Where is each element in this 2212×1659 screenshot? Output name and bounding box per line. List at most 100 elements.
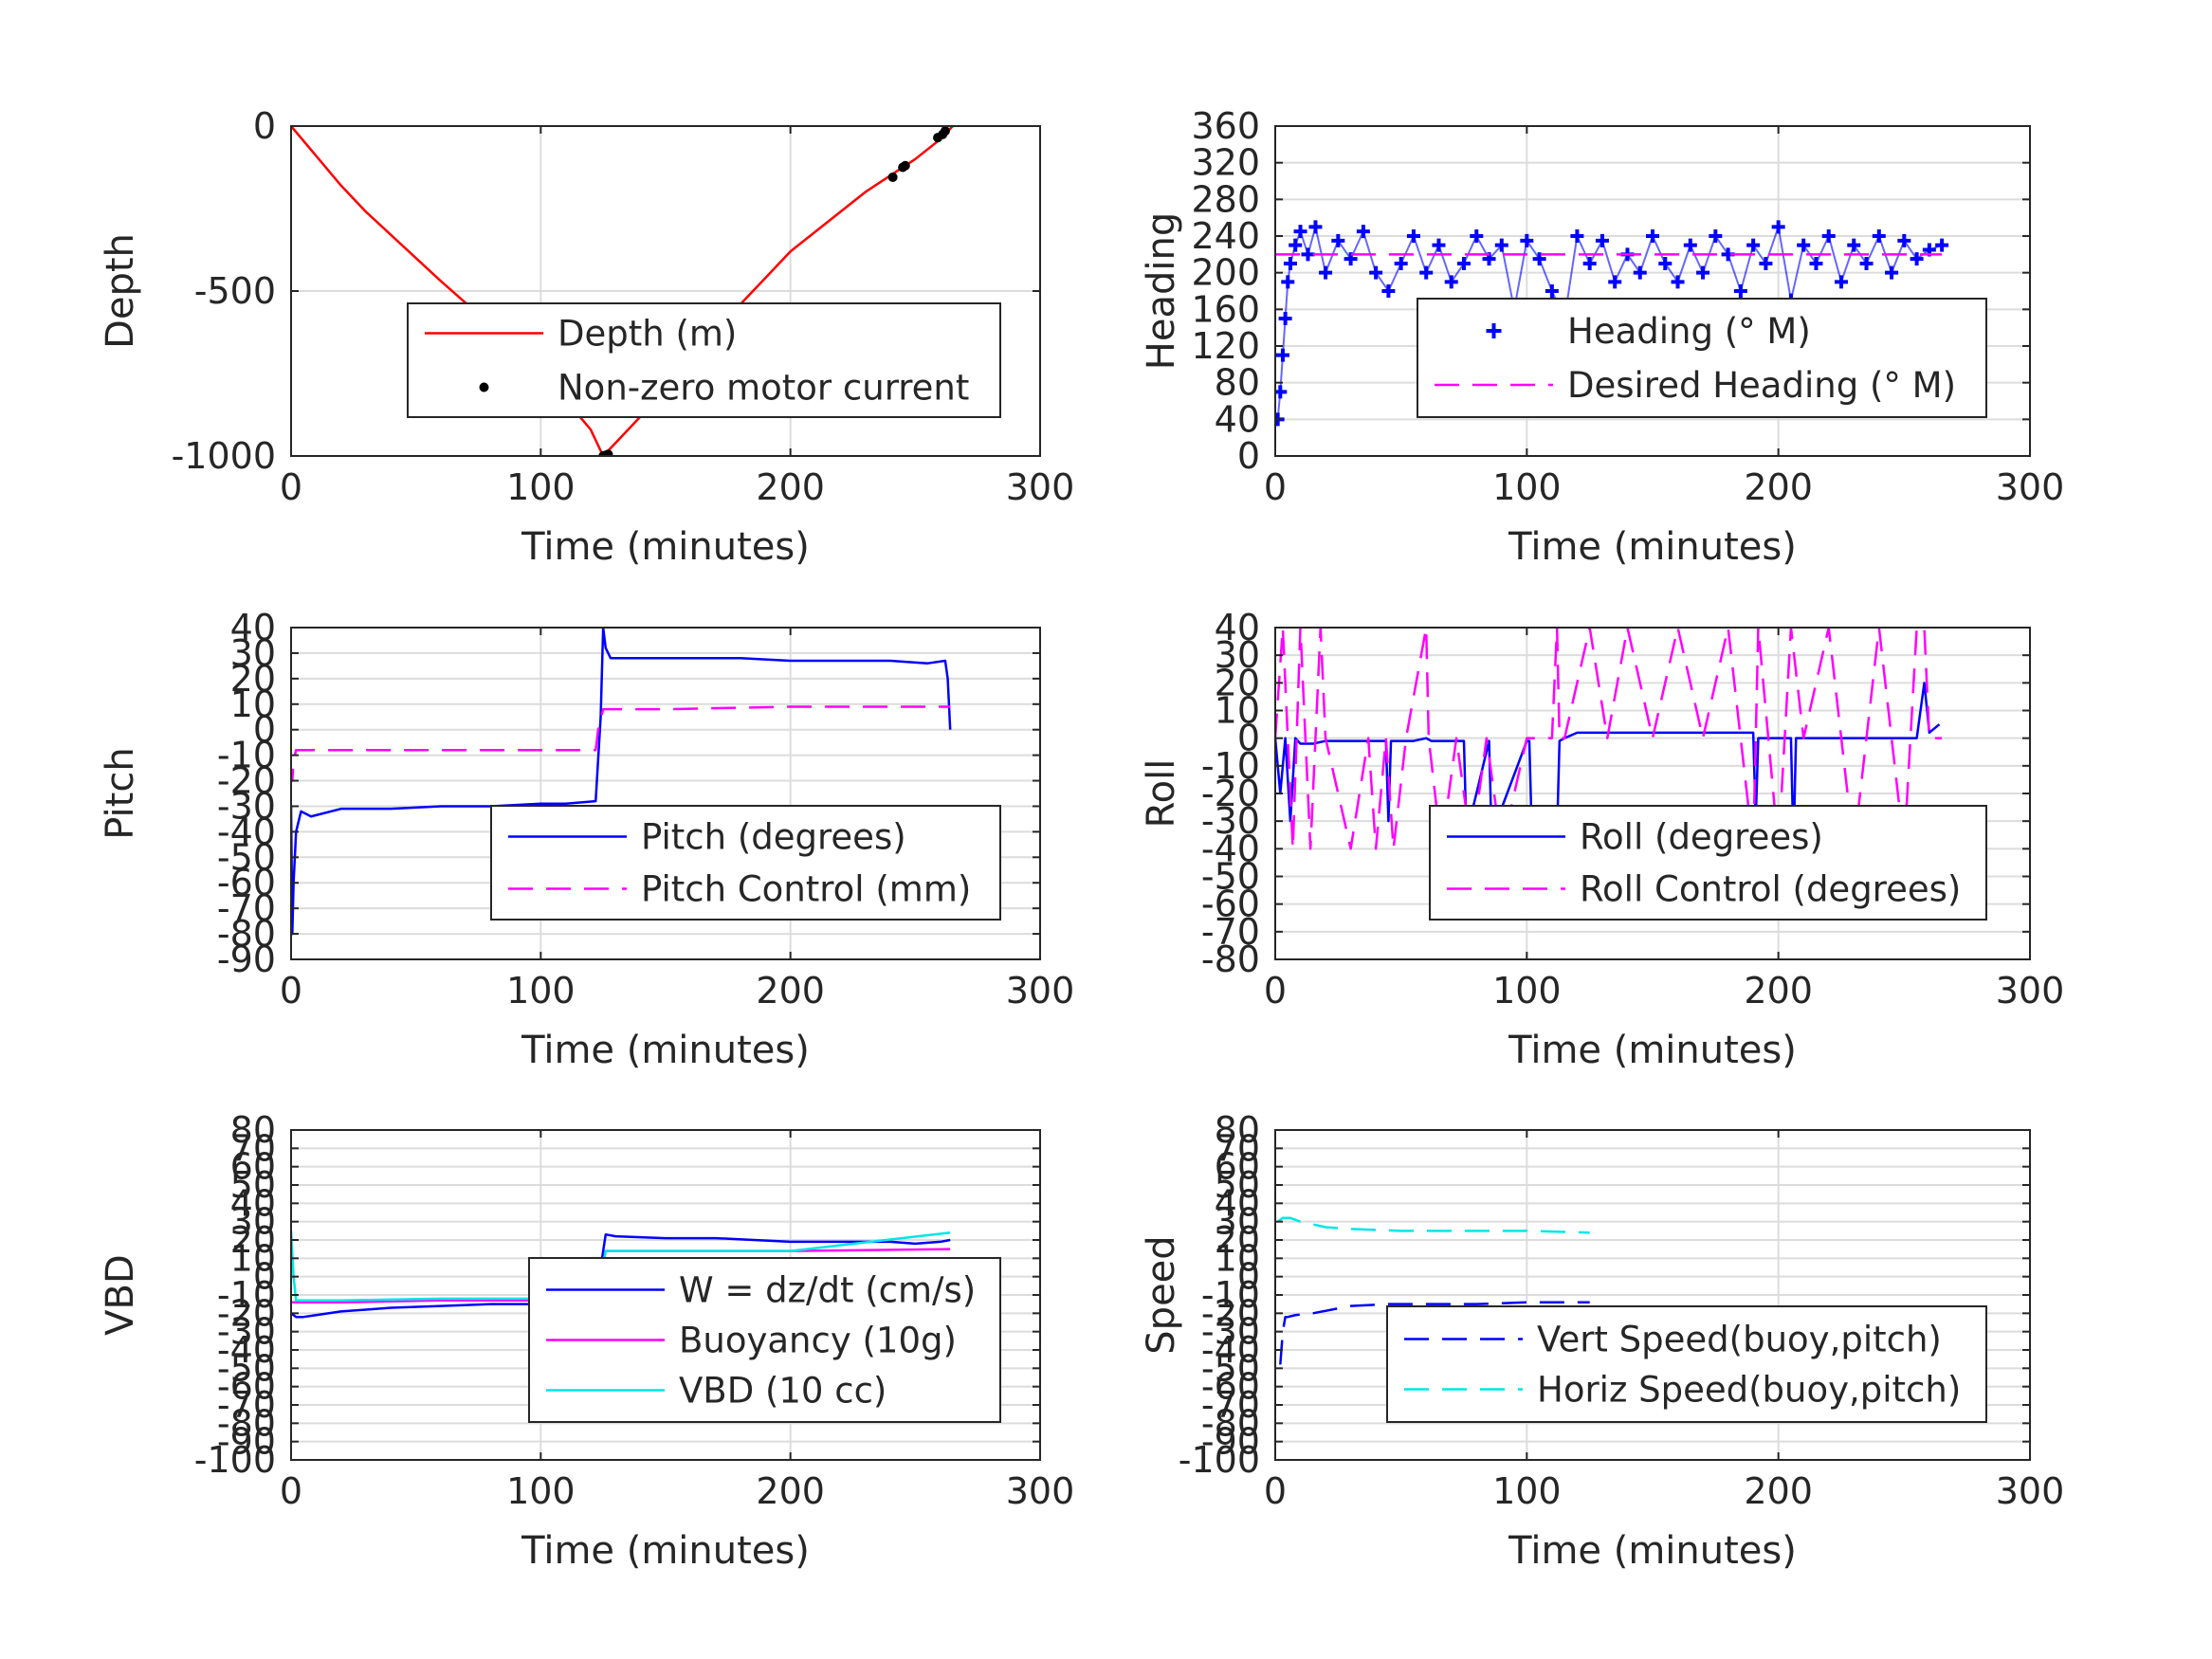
x-axis-label: Time (minutes) xyxy=(1508,525,1797,569)
x-tick-label: 300 xyxy=(1996,1470,2065,1512)
data-point xyxy=(1646,229,1659,243)
series-line xyxy=(1279,1301,1590,1365)
y-tick-label: 120 xyxy=(1191,325,1260,367)
series-1 xyxy=(291,628,952,936)
legend: Depth (m) Non-zero motor current xyxy=(407,302,1001,418)
legend-box xyxy=(1417,298,1987,418)
series-line xyxy=(291,705,951,782)
y-axis-label: Speed xyxy=(1140,1235,1183,1354)
series-line xyxy=(1276,1216,1590,1234)
data-point xyxy=(1872,229,1886,243)
y-tick-label: -30 xyxy=(1201,800,1260,842)
data-point xyxy=(1545,284,1559,298)
data-point xyxy=(1809,257,1823,270)
y-tick-label: 40 xyxy=(1215,398,1260,440)
y-tick-label: -100 xyxy=(1179,1439,1260,1481)
subplot-6: 0 100 200 300-100-90-80-70-60-50-40-30-20-1… xyxy=(1140,1109,2064,1573)
y-axis-label: Pitch xyxy=(99,747,142,839)
x-axis-label: Time (minutes) xyxy=(521,525,810,569)
subplot-2: 0 100 200 30004080120160200240280320360Time… xyxy=(1140,105,2064,569)
legend-label: Horiz Speed(buoy,pitch) xyxy=(1537,1370,1961,1411)
legend-marker xyxy=(479,382,489,392)
y-tick-label: 0 xyxy=(253,709,276,751)
data-point xyxy=(1293,225,1307,239)
x-tick-label: 200 xyxy=(1744,1470,1813,1512)
legend-label: VBD (10 cc) xyxy=(679,1371,887,1412)
series-2 xyxy=(598,126,950,456)
axes-frame xyxy=(1274,125,2031,457)
data-point xyxy=(1319,265,1333,280)
x-tick-label: 100 xyxy=(506,1470,576,1512)
y-tick-label: 0 xyxy=(1237,435,1260,477)
y-tick-label: 30 xyxy=(1215,634,1260,676)
y-tick-label: 40 xyxy=(1215,607,1260,648)
data-point xyxy=(1494,238,1508,252)
x-tick-label: 0 xyxy=(280,466,302,508)
y-tick-label: -10 xyxy=(217,1274,276,1316)
y-tick-label: -100 xyxy=(194,1439,276,1481)
x-tick-label: 0 xyxy=(1264,970,1287,1012)
y-tick-label: -80 xyxy=(217,913,276,955)
y-tick-label: 60 xyxy=(1215,1146,1260,1188)
legend-label: Pitch (degrees) xyxy=(641,817,906,858)
x-tick-label: 200 xyxy=(1744,970,1813,1012)
x-tick-label: 200 xyxy=(756,970,825,1012)
y-tick-label: 40 xyxy=(230,607,276,648)
x-axis-label: Time (minutes) xyxy=(1508,1529,1797,1573)
legend-label: Heading (° M) xyxy=(1567,311,1811,352)
y-tick-label: -70 xyxy=(217,887,276,929)
data-point xyxy=(1570,229,1584,243)
x-axis-label: Time (minutes) xyxy=(1508,1029,1797,1072)
legend: Vert Speed(buoy,pitch) Horiz Speed(buoy,p… xyxy=(1386,1305,1987,1423)
legend-box xyxy=(490,805,1001,921)
y-tick-label: -20 xyxy=(1201,1292,1260,1334)
data-point xyxy=(1301,247,1315,262)
y-axis-label: Roll xyxy=(1140,759,1183,829)
data-point xyxy=(1331,233,1345,247)
y-tick-label: 60 xyxy=(230,1146,276,1188)
plot-area xyxy=(1275,220,1949,427)
data-point xyxy=(1308,220,1323,234)
plot-area xyxy=(1276,1216,1590,1365)
y-tick-label: -20 xyxy=(217,760,276,802)
series-line xyxy=(1276,227,1943,420)
series-1 xyxy=(1279,1301,1590,1365)
data-point xyxy=(940,126,950,137)
x-tick-label: 300 xyxy=(1006,466,1075,508)
data-point xyxy=(1444,275,1458,289)
y-tick-label: -50 xyxy=(217,836,276,878)
legend-label: Non-zero motor current xyxy=(558,368,969,409)
data-point xyxy=(1847,238,1861,252)
y-tick-label: 40 xyxy=(230,1182,276,1224)
data-point xyxy=(1885,265,1899,280)
legend-label: Vert Speed(buoy,pitch) xyxy=(1537,1320,1942,1360)
data-point xyxy=(1608,275,1622,289)
legend-label: Depth (m) xyxy=(558,314,737,355)
data-point xyxy=(1470,229,1484,243)
y-tick-label: -10 xyxy=(217,735,276,776)
data-point xyxy=(1935,238,1949,252)
y-tick-label: 360 xyxy=(1191,105,1260,147)
data-point xyxy=(1356,225,1370,239)
series-2 xyxy=(291,705,951,782)
y-tick-label: 20 xyxy=(230,1219,276,1261)
series-1 xyxy=(1275,220,1949,427)
data-point xyxy=(1344,252,1358,266)
x-axis-label: Time (minutes) xyxy=(521,1529,810,1573)
plot-area xyxy=(1275,628,1943,850)
y-tick-label: 20 xyxy=(230,658,276,700)
data-point xyxy=(1746,238,1761,252)
data-point xyxy=(1278,312,1292,325)
data-point xyxy=(900,160,910,171)
data-point xyxy=(1532,252,1546,266)
data-point xyxy=(1633,265,1647,280)
data-point xyxy=(1289,238,1303,252)
series-1 xyxy=(291,126,954,456)
series-line xyxy=(291,628,952,936)
x-tick-label: 100 xyxy=(506,970,576,1012)
legend: Pitch (degrees) Pitch Control (mm) xyxy=(490,805,1001,921)
data-point xyxy=(1835,275,1848,289)
y-tick-label: -90 xyxy=(217,1421,276,1463)
y-tick-label: -70 xyxy=(1201,1384,1260,1426)
